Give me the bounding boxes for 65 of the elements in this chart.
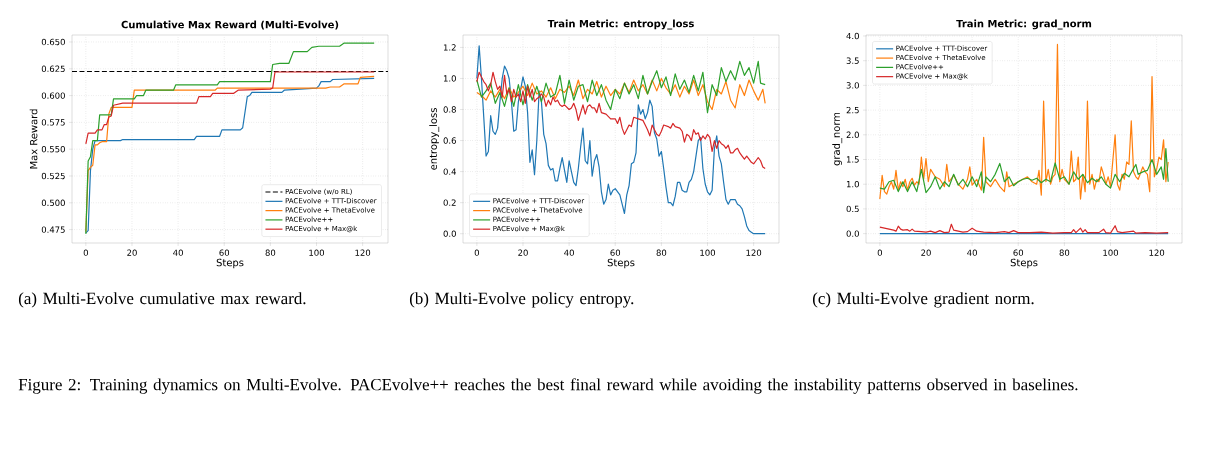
- y-tick-label: 0.525: [41, 172, 65, 180]
- y-tick-label: 0.500: [41, 199, 65, 206]
- y-tick-label: 0.0: [846, 230, 859, 237]
- x-tick-label: 120: [1149, 249, 1165, 256]
- y-tick-label: 0.600: [41, 92, 65, 99]
- y-tick-label: 1.2: [443, 44, 456, 51]
- text: (c) Multi-Evolve gradient norm.: [812, 292, 1034, 308]
- chart-title: Cumulative Max Reward (Multi-Evolve): [121, 20, 339, 30]
- x-tick-label: 40: [564, 249, 574, 256]
- line-series: [85, 71, 375, 145]
- y-tick-label: 1.0: [443, 75, 456, 82]
- y-tick-label: 0.6: [443, 137, 456, 144]
- x-axis-title: Steps: [607, 258, 635, 269]
- x-axis-title: Steps: [216, 258, 244, 269]
- x-tick-label: 100: [700, 249, 716, 256]
- y-tick-label: 0.650: [41, 38, 65, 46]
- x-tick-label: 80: [265, 249, 276, 256]
- x-tick-label: 40: [173, 249, 183, 256]
- x-tick-label: 80: [1059, 249, 1070, 256]
- x-tick-label: 20: [127, 249, 137, 256]
- y-axis-title: grad_norm: [832, 112, 843, 166]
- x-tick-label: 120: [746, 249, 762, 256]
- y-tick-label: 1.0: [846, 181, 859, 188]
- x-tick-label: 40: [967, 249, 977, 256]
- y-tick-label: 0.625: [41, 65, 65, 72]
- y-axis-title: entropy_loss: [429, 108, 440, 170]
- line-series: [476, 71, 766, 170]
- y-tick-label: 0.4: [443, 168, 456, 175]
- x-tick-label: 0: [474, 249, 479, 256]
- y-tick-label: 0.0: [443, 230, 456, 237]
- text: (a) Multi-Evolve cumulative max reward.: [18, 292, 306, 308]
- chart-title: Train Metric: entropy_loss: [547, 19, 694, 30]
- y-tick-label: 2.5: [846, 106, 859, 114]
- y-tick-label: 1.5: [846, 156, 859, 163]
- y-tick-label: 0.8: [443, 106, 456, 113]
- x-tick-label: 120: [355, 249, 371, 256]
- line-series: [476, 77, 766, 111]
- x-tick-label: 100: [309, 249, 325, 256]
- y-tick-label: 0.550: [41, 145, 65, 153]
- text: (b) Multi-Evolve policy entropy.: [409, 292, 634, 308]
- y-tick-label: 0.575: [41, 119, 65, 126]
- x-tick-label: 60: [219, 249, 230, 256]
- y-tick-label: 4.0: [846, 32, 859, 40]
- x-tick-label: 100: [1103, 249, 1119, 256]
- x-tick-label: 0: [877, 249, 882, 256]
- line-series: [879, 43, 1169, 200]
- y-tick-label: 0.475: [41, 226, 65, 233]
- y-tick-label: 3.5: [846, 57, 859, 64]
- y-tick-label: 3.0: [846, 82, 859, 89]
- line-series: [879, 148, 1169, 194]
- line-series: [85, 42, 375, 235]
- y-tick-label: 0.2: [443, 199, 456, 206]
- x-tick-label: 20: [921, 249, 931, 256]
- line-series: [476, 60, 766, 114]
- chart-title: Train Metric: grad_norm: [956, 19, 1092, 30]
- y-axis-title: Max Reward: [29, 109, 38, 169]
- x-axis-title: Steps: [1010, 258, 1038, 269]
- x-tick-label: 0: [83, 249, 88, 256]
- x-tick-label: 60: [610, 249, 621, 256]
- y-tick-label: 0.5: [846, 205, 859, 213]
- x-tick-label: 60: [1013, 249, 1024, 256]
- y-tick-label: 2.0: [846, 131, 859, 139]
- x-tick-label: 80: [656, 249, 667, 256]
- caption: Figure 2: Training dynamics on Multi-Evolve. PACEvolve++ reaches the best final reward while avoiding the instability patterns observed in baselines.: [18, 378, 1078, 394]
- x-tick-label: 20: [518, 249, 528, 256]
